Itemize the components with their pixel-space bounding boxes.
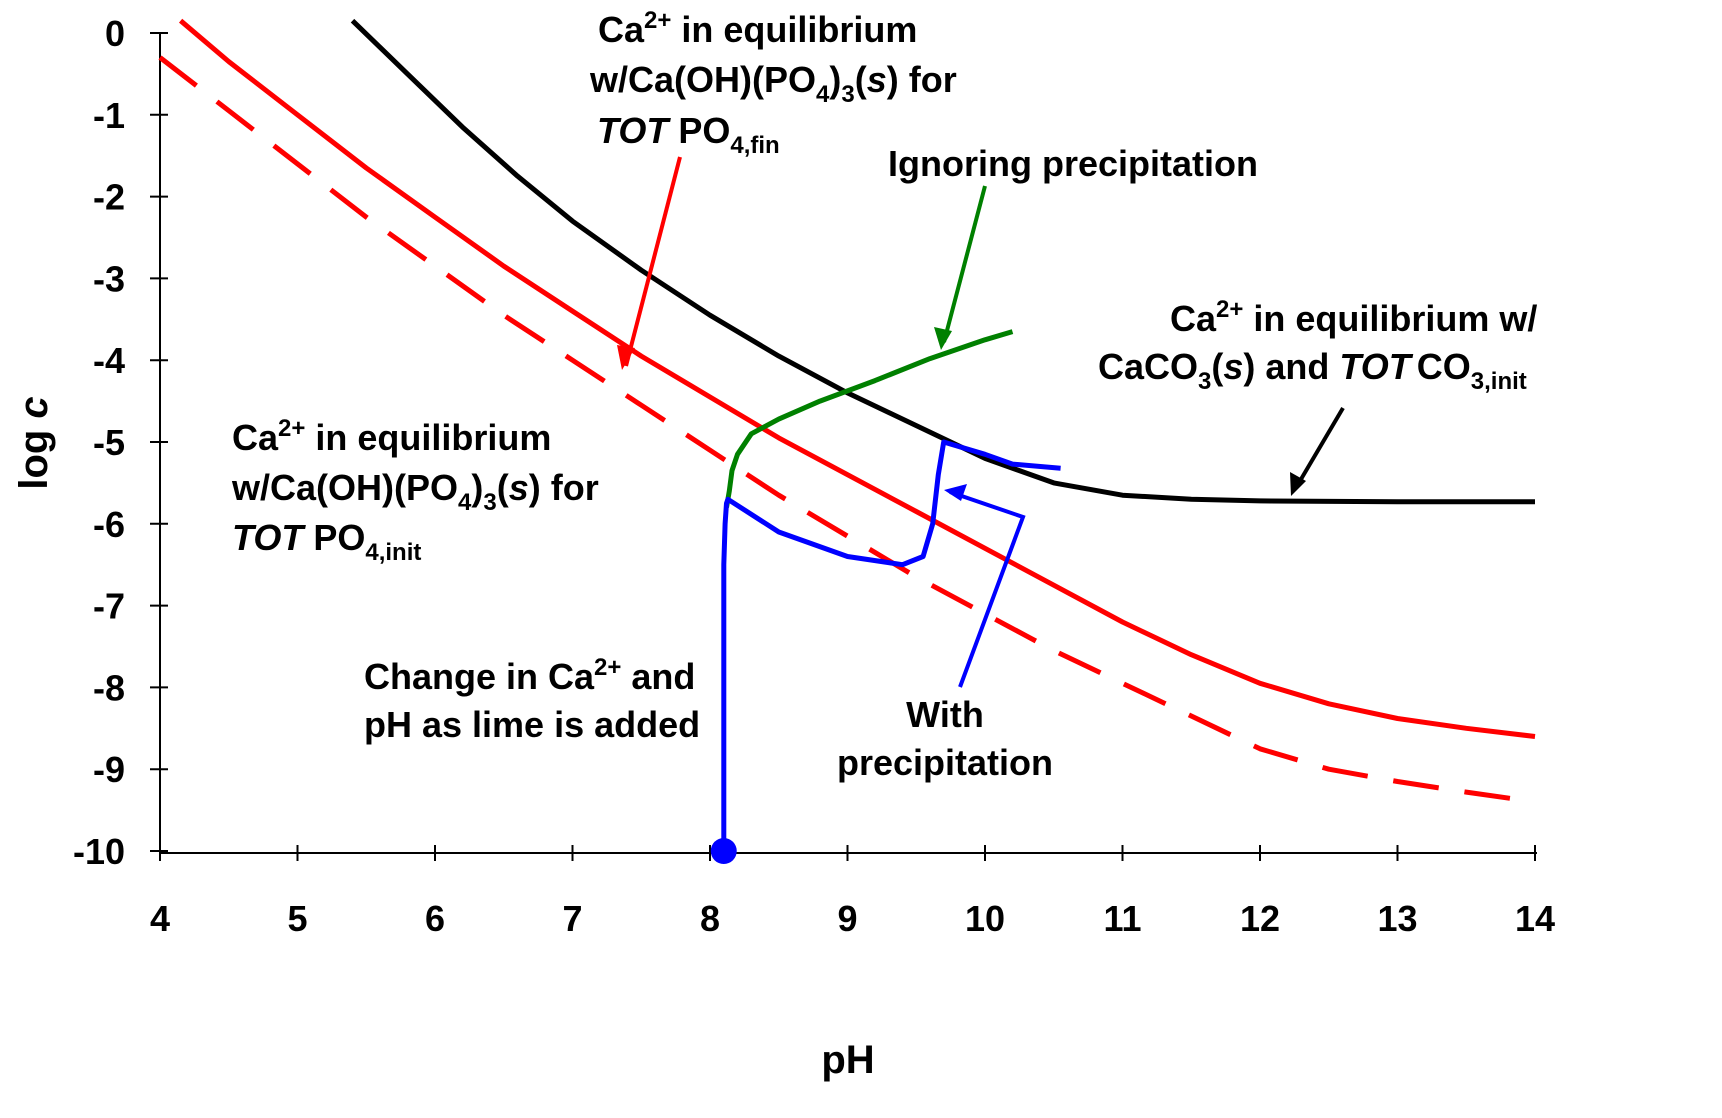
x-tick-label: 4 [150,898,170,939]
y-tick-label: -5 [93,422,125,463]
x-tick-label: 5 [287,898,307,939]
annotation-po4-fin-line3: TOT PO4,fin [597,110,780,159]
y-tick-label: -6 [93,504,125,545]
y-tick-label: -1 [93,95,125,136]
annotation-po4-fin-line2: w/Ca(OH)(PO4)3(s) for [589,59,957,108]
annotation-lime-line1: Change in Ca2+ and [364,654,695,697]
x-axis-title: pH [821,1038,874,1082]
series-line-with-precip [721,439,1061,851]
annotation-caco3-line2: CaCO3(s) and TOT CO3,init [1098,346,1527,395]
x-tick-label: 6 [425,898,445,939]
arrow-with-precip [949,490,1026,688]
annotation-with-precip-line1: With [906,694,984,735]
x-ticks: 4 5 6 7 8 9 10 11 12 13 14 [150,845,1555,939]
x-tick-label: 12 [1240,898,1280,939]
annotation-ignoring: Ignoring precipitation [888,143,1258,184]
y-tick-label: -8 [93,667,125,708]
annotation-po4-init-line2: w/Ca(OH)(PO4)3(s) for [231,467,599,516]
x-tick-label: 11 [1103,898,1141,939]
annotation-arrows [617,156,1345,688]
arrowhead-caco3 [1290,472,1306,496]
x-tick-label: 10 [965,898,1005,939]
y-tick-label: -2 [93,177,125,218]
y-axis-title: log c [12,396,56,489]
arrowhead-with-precip [944,484,967,501]
y-tick-label: 0 [105,13,125,54]
series-line-po4-init [158,55,1536,805]
x-tick-label: 9 [837,898,857,939]
y-tick-label: -10 [73,831,125,872]
annotation-with-precip-line2: precipitation [837,742,1053,783]
y-ticks: 0 -1 -2 -3 -4 -5 -6 -7 -8 -9 -10 [73,13,168,872]
arrowhead-po4-fin [617,345,635,370]
series-line-po4-fin [178,18,1536,739]
y-tick-label: -3 [93,258,125,299]
arrowhead-ignoring [934,327,952,350]
y-tick-label: -9 [93,749,125,790]
y-tick-label: -7 [93,586,125,627]
x-tick-label: 13 [1377,898,1417,939]
series-line-ignoring [724,329,1014,508]
y-tick-label: -4 [93,340,125,381]
x-tick-label: 7 [562,898,582,939]
annotation-caco3-line1: Ca2+ in equilibrium w/ [1170,296,1537,339]
axes: 4 5 6 7 8 9 10 11 12 13 14 0 -1 -2 -3 -4 -5 -6 -7 -8 -9 -10 [73,13,1555,939]
x-tick-label: 14 [1515,898,1555,939]
start-point-marker [710,838,737,864]
y-axis-title-variable: c [12,396,56,418]
series-layer [158,18,1536,864]
annotation-labels: Ca2+ in equilibrium w/Ca(OH)(PO4)3(s) fo… [231,7,1537,783]
arrow-po4-fin [624,156,682,367]
annotation-lime-line2: pH as lime is added [364,704,700,745]
arrow-caco3 [1295,406,1345,488]
arrow-ignoring [942,185,987,343]
annotation-po4-fin-line1: Ca2+ in equilibrium [598,7,917,50]
annotation-po4-init-line1: Ca2+ in equilibrium [232,415,551,458]
annotation-po4-init-line3: TOT PO4,init [232,517,421,566]
x-tick-label: 8 [700,898,720,939]
